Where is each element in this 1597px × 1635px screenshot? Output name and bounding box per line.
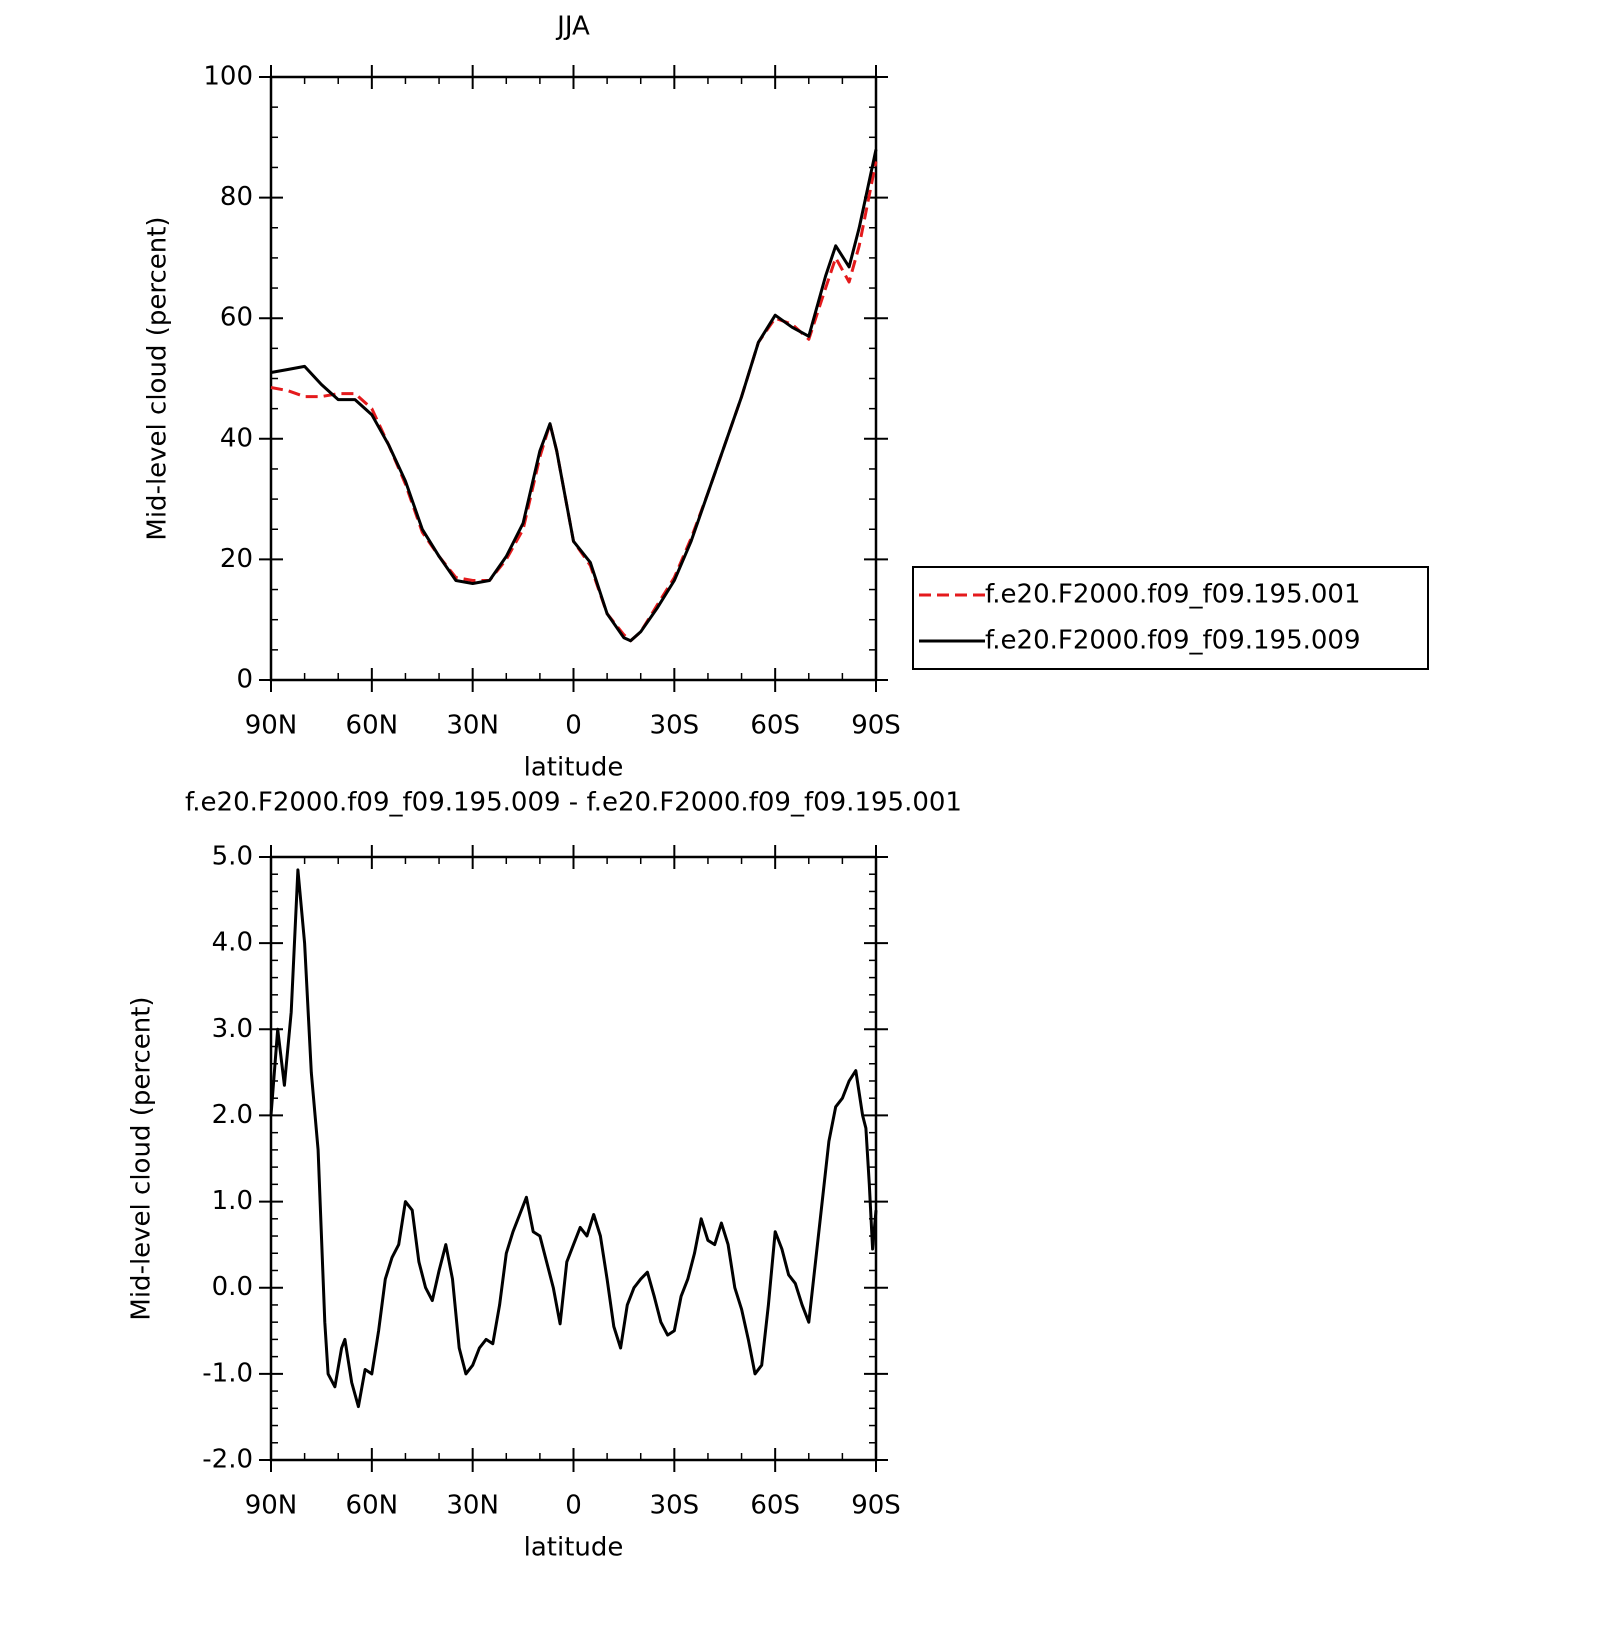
x-tick-label: 0 [565, 711, 582, 741]
x-tick-label: 60N [346, 1491, 399, 1521]
y-tick-label: 0.0 [212, 1272, 253, 1302]
x-tick-label: 60N [346, 711, 399, 741]
x-tick-label: 30N [446, 711, 499, 741]
x-tick-label: 60S [750, 1491, 800, 1521]
y-axis-label: Mid-level cloud (percent) [127, 996, 157, 1320]
x-tick-label: 90S [851, 1491, 901, 1521]
x-tick-label: 0 [565, 1491, 582, 1521]
x-tick-label: 90S [851, 711, 901, 741]
y-tick-label: 1.0 [212, 1186, 253, 1216]
x-axis-label: latitude [524, 1533, 624, 1563]
x-tick-label: 90N [245, 711, 298, 741]
y-tick-label: -1.0 [202, 1358, 253, 1388]
x-tick-label: 60S [750, 711, 800, 741]
y-tick-label: 100 [203, 62, 253, 92]
y-tick-label: 5.0 [212, 842, 253, 872]
data-line [270, 161, 878, 643]
plot-frame [269, 855, 878, 1462]
y-tick-label: 4.0 [212, 928, 253, 958]
legend-box [912, 566, 1429, 670]
data-line [269, 868, 878, 1409]
x-tick-label: 30N [446, 1491, 499, 1521]
x-axis-label: latitude [524, 753, 624, 783]
x-tick-label: 30S [650, 1491, 700, 1521]
plot-frame [269, 75, 878, 682]
x-tick-label: 90N [245, 1491, 298, 1521]
chart-title: f.e20.F2000.f09_f09.195.009 - f.e20.F200… [185, 788, 962, 818]
y-tick-label: -2.0 [202, 1445, 253, 1475]
y-axis-label: Mid-level cloud (percent) [143, 216, 173, 540]
y-tick-label: 0 [236, 665, 253, 695]
legend-label: f.e20.F2000.f09_f09.195.009 [985, 626, 1361, 656]
y-tick-label: 40 [220, 423, 253, 453]
x-tick-label: 30S [650, 711, 700, 741]
y-tick-label: 80 [220, 182, 253, 212]
legend-label: f.e20.F2000.f09_f09.195.001 [985, 580, 1361, 610]
y-tick-label: 20 [220, 544, 253, 574]
y-tick-label: 2.0 [212, 1100, 253, 1130]
y-tick-label: 60 [220, 303, 253, 333]
data-line [270, 149, 878, 643]
y-tick-label: 3.0 [212, 1014, 253, 1044]
chart-title: JJA [555, 12, 590, 42]
